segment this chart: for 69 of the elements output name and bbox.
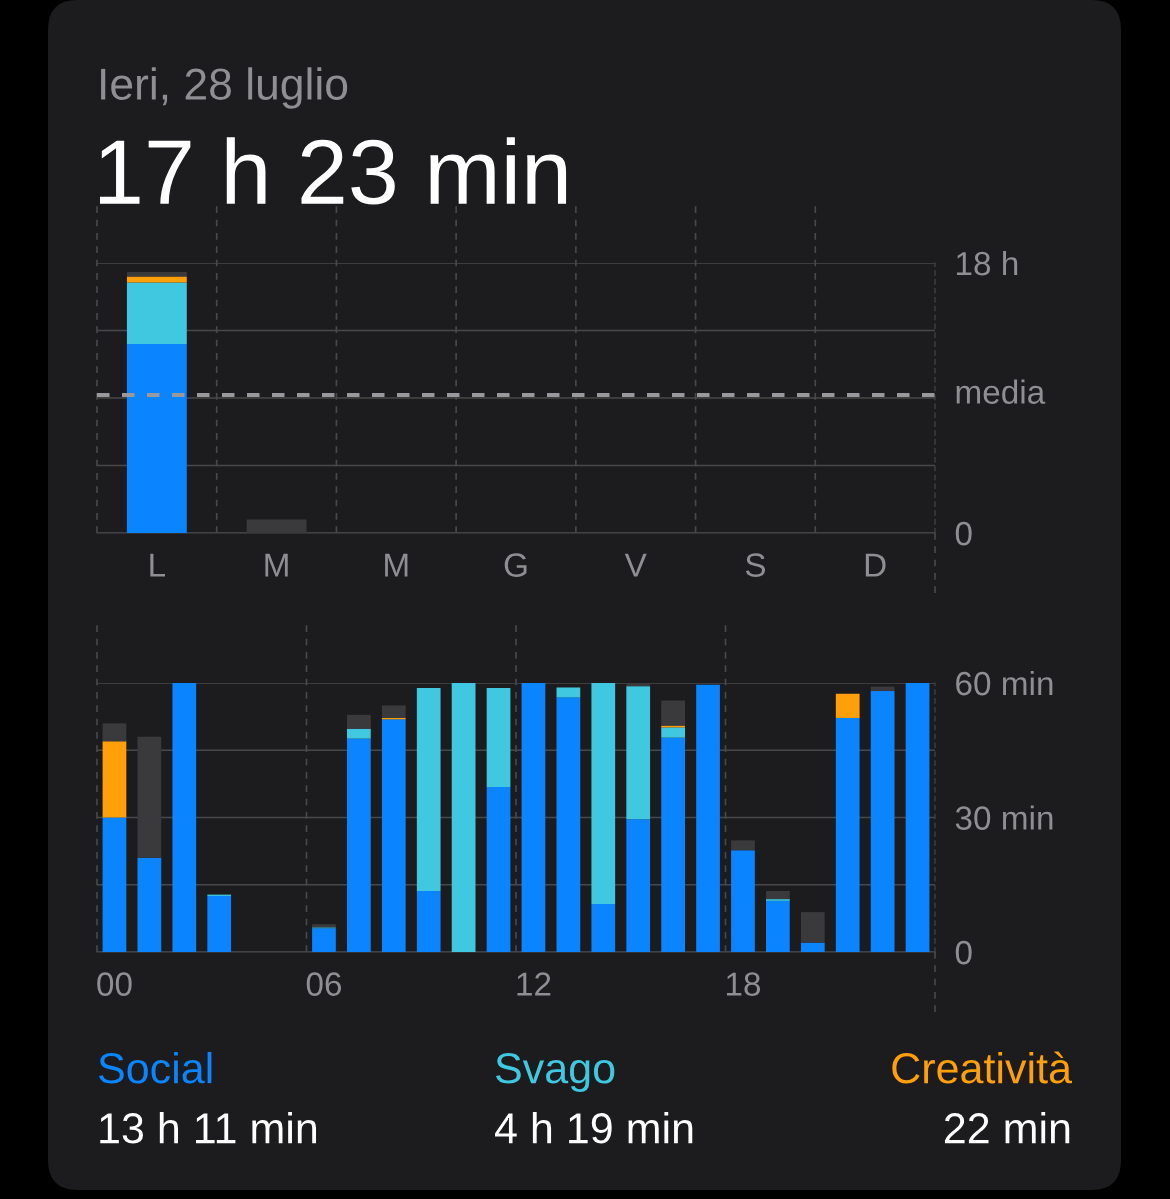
x-tick-label: 00 bbox=[97, 972, 132, 996]
x-tick-label: M bbox=[265, 553, 288, 577]
bar bbox=[137, 857, 162, 952]
bar bbox=[207, 895, 232, 952]
bar bbox=[416, 891, 441, 952]
bar bbox=[381, 719, 406, 952]
bar bbox=[905, 683, 930, 952]
bar bbox=[696, 684, 720, 952]
bar bbox=[800, 912, 825, 943]
bar bbox=[766, 900, 790, 952]
bar bbox=[591, 683, 616, 905]
y-tick-label: 0 bbox=[955, 940, 972, 965]
bar bbox=[835, 717, 860, 952]
x-tick-label: G bbox=[504, 553, 527, 577]
bar bbox=[731, 850, 755, 952]
bar bbox=[416, 687, 441, 892]
ref-line-label: media bbox=[956, 379, 1046, 404]
bar bbox=[835, 693, 860, 718]
bar bbox=[626, 686, 651, 820]
y-tick-label: 60 min bbox=[956, 670, 1053, 696]
x-tick-label: S bbox=[745, 553, 766, 577]
text: Creatività bbox=[892, 1051, 1073, 1084]
bar bbox=[451, 683, 476, 952]
bar bbox=[312, 928, 336, 952]
bar bbox=[347, 714, 371, 729]
bar bbox=[556, 687, 581, 698]
x-tick-label: 18 bbox=[726, 972, 761, 996]
bar bbox=[766, 891, 790, 900]
x-tick-label: 06 bbox=[306, 972, 342, 996]
bar bbox=[870, 691, 895, 952]
chart-subtitle: 17 h 23 min bbox=[99, 137, 567, 205]
text: Social bbox=[98, 1051, 212, 1084]
bar bbox=[661, 727, 685, 738]
x-tick-label: M bbox=[385, 553, 408, 577]
bar bbox=[137, 736, 162, 858]
y-tick-label: 30 min bbox=[955, 805, 1053, 830]
bar bbox=[102, 723, 127, 742]
bar bbox=[486, 687, 511, 788]
bar bbox=[626, 819, 651, 952]
text: 4 h 19 min bbox=[494, 1111, 693, 1144]
x-tick-label: 12 bbox=[517, 972, 551, 996]
bar bbox=[521, 683, 546, 952]
x-tick-label: V bbox=[624, 553, 647, 577]
chart-title: Ieri, 28 luglio bbox=[101, 67, 348, 109]
bar bbox=[347, 738, 371, 952]
bar bbox=[172, 683, 197, 952]
bar bbox=[661, 700, 685, 726]
text: Svago bbox=[495, 1053, 615, 1093]
x-tick-label: L bbox=[150, 553, 166, 577]
bar bbox=[556, 697, 581, 952]
y-tick-label: 18 h bbox=[956, 250, 1018, 276]
bar bbox=[246, 519, 307, 533]
bar bbox=[347, 728, 371, 739]
bar bbox=[126, 282, 187, 344]
bar bbox=[126, 344, 187, 533]
bar bbox=[800, 942, 825, 952]
bar bbox=[731, 840, 755, 851]
x-tick-label: D bbox=[865, 553, 886, 577]
text: 13 h 11 min bbox=[100, 1111, 317, 1144]
bar bbox=[626, 683, 651, 687]
bar bbox=[661, 737, 685, 952]
bar bbox=[486, 787, 511, 952]
bar bbox=[591, 904, 616, 952]
text: 22 min bbox=[944, 1111, 1070, 1144]
y-tick-label: 0 bbox=[955, 521, 972, 546]
bar bbox=[381, 705, 406, 718]
bar bbox=[102, 741, 127, 818]
bar bbox=[126, 272, 187, 277]
bar bbox=[102, 817, 127, 952]
